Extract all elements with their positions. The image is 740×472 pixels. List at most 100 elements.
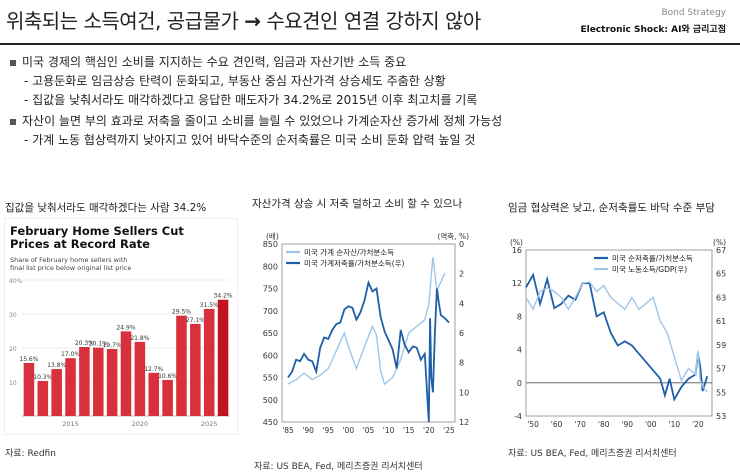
- chart1-y-tick-label: 30: [9, 312, 17, 319]
- chart2-x-tick-label: '20: [423, 426, 435, 435]
- chart1-data-label: 12.7%: [144, 366, 163, 373]
- chart3-x-tick-label: '00: [645, 420, 657, 429]
- chart1-x-tick-label: 2025: [201, 420, 218, 428]
- chart1-title: February Home Sellers Cut Prices at Recor…: [10, 224, 184, 251]
- chart1-data-label: 20.3%: [75, 340, 94, 347]
- chart1-data-label: 24.9%: [116, 324, 135, 331]
- chart1-data-label: 21.8%: [130, 335, 149, 342]
- chart1-y-tick-label: 40%: [9, 278, 23, 285]
- chart2-x-tick-label: '90: [302, 426, 314, 435]
- chart2-left-tick-label: 550: [263, 374, 278, 383]
- chart3-right-tick-label: 55: [716, 388, 726, 397]
- chart2-left-tick-label: 600: [263, 351, 278, 360]
- chart3-panel-title: 임금 협상력은 낮고, 순저축률도 바닥 수준 부담: [508, 202, 715, 214]
- bullet-1: 미국 경제의 핵심인 소비를 지지하는 수요 견인력, 임금과 자산기반 소득 …: [10, 53, 406, 70]
- chart3-svg: (%) (%)1612840-46765636159575553'50'60'70…: [510, 238, 726, 429]
- chart2-legend-label: 미국 가계 순자산/가처분소득: [304, 247, 394, 257]
- chart3-series-line: [525, 281, 708, 393]
- chart3-source: 자료: US BEA, Fed, 메리츠증권 리서치센터: [508, 449, 677, 459]
- chart3-x-tick-label: '80: [598, 420, 610, 429]
- chart2-left-tick-label: 850: [263, 240, 278, 249]
- chart1-subtitle: Share of February home sellers with final…: [10, 256, 131, 272]
- chart1-x-tick-label: 2020: [132, 420, 149, 428]
- chart2-right-tick-label: 6: [459, 329, 464, 338]
- chart1-data-label: 19.7%: [103, 342, 122, 349]
- chart2-right-tick-label: 4: [459, 299, 464, 308]
- chart1-bar: [79, 346, 90, 416]
- chart2-left-tick-label: 650: [263, 329, 278, 338]
- report-subtitle: Electronic Shock: AI와 금리고점: [580, 25, 726, 35]
- chart2-x-tick-label: '15: [403, 426, 415, 435]
- chart2-x-tick-label: '10: [383, 426, 395, 435]
- title-divider: [0, 43, 740, 45]
- chart3-right-tick-label: 67: [716, 246, 726, 255]
- chart1-x-tick-label: 2015: [62, 420, 79, 428]
- chart2-left-tick-label: 450: [263, 418, 278, 427]
- chart1-data-label: 31.5%: [200, 302, 219, 309]
- chart3-left-tick-label: 16: [512, 246, 522, 255]
- chart1-bar: [106, 349, 118, 416]
- chart1-bar: [120, 331, 132, 416]
- chart3-x-tick-label: '90: [621, 420, 633, 429]
- chart2-legend-label: 미국 가계저축률/가처분소득(우): [304, 258, 405, 268]
- chart3-left-tick-label: 12: [512, 279, 522, 288]
- chart1-y-tick-label: 20: [9, 346, 17, 353]
- chart2-series-line: [287, 257, 446, 386]
- chart3-left-tick-label: 4: [517, 346, 522, 355]
- title-part-2: 수요견인 연결 강하지 않아: [266, 9, 481, 33]
- chart3-left-tick-label: 8: [517, 312, 522, 321]
- chart1-data-label: 29.5%: [172, 309, 191, 316]
- chart1-data-label: 17.0%: [61, 351, 80, 358]
- chart1-bar: [203, 308, 215, 416]
- chart1-bar: [37, 380, 49, 416]
- chart1-bar: [23, 362, 35, 416]
- chart2-right-tick-label: 0: [459, 240, 464, 249]
- arrow-icon: →: [244, 9, 261, 33]
- chart2-svg: (배) (역축, %) 850 800 750 700 650 600 550 500 450 0 2 4…: [263, 231, 469, 435]
- chart1-svg: February Home Sellers Cut Prices at Recor…: [4, 218, 238, 435]
- chart1-bar: [217, 299, 229, 416]
- chart2-plot-frame: [281, 243, 456, 423]
- chart1-bar: [176, 315, 187, 416]
- bullet-square-icon: [10, 118, 16, 125]
- report-tag: Bond Strategy: [661, 8, 726, 18]
- chart1-data-label: 15.6%: [19, 356, 38, 363]
- chart3-series-line: [525, 272, 709, 402]
- chart2-x-tick-label: '25: [443, 426, 455, 435]
- chart2-right-unit: (역축, %): [437, 231, 469, 241]
- chart3-right-tick-label: 65: [716, 270, 726, 279]
- chart3-legend-label: 미국 노동소득/GDP(우): [612, 265, 687, 274]
- chart2-left-tick-label: 800: [263, 262, 278, 271]
- chart1-bar: [134, 341, 146, 416]
- chart3-right-tick-label: 61: [716, 317, 726, 326]
- chart2-x-tick-label: '95: [322, 426, 334, 435]
- bullet-square-icon: [10, 59, 16, 66]
- chart3-plot-frame: [525, 249, 713, 417]
- chart3-x-tick-label: '10: [669, 420, 681, 429]
- chart1-data-label: 13.8%: [47, 362, 66, 369]
- chart2-left-tick-label: 700: [263, 307, 278, 316]
- bullet-2-sub-1: - 가계 노동 협상력까지 낮아지고 있어 바닥수준의 순저축률은 미국 소비 …: [24, 133, 476, 147]
- page-title: 위축되는 소득여건, 공급물가 → 수요견인 연결 강하지 않아: [6, 5, 481, 34]
- chart1-bar: [51, 369, 62, 416]
- bullet-1-sub-2: - 집값을 낮춰서라도 매각하겠다고 응답한 매도자가 34.2%로 2015년…: [24, 93, 478, 107]
- chart2-x-tick-label: '05: [363, 426, 375, 435]
- chart1-y-tick-label: 10: [9, 380, 17, 387]
- bullet-1-sub-1: - 고용둔화로 임금상승 탄력이 둔화되고, 부동산 중심 자산가격 상승세도 …: [24, 74, 446, 88]
- chart2-source: 자료: US BEA, Fed, 메리츠증권 리서치센터: [254, 462, 423, 472]
- bullet-2: 자산이 늘면 부의 효과로 저축을 줄이고 소비를 늘릴 수 있었으나 가계순자…: [10, 112, 502, 129]
- chart2-left-unit: (배): [266, 232, 279, 241]
- chart2-right-tick-label: 8: [459, 359, 464, 368]
- chart1-bar: [148, 372, 160, 416]
- chart2-right-tick-label: 12: [459, 418, 469, 427]
- chart3-left-unit: (%): [510, 238, 523, 247]
- chart3-x-tick-label: '20: [692, 420, 704, 429]
- chart3-x-tick-label: '50: [527, 420, 539, 429]
- chart3-right-tick-label: 63: [716, 293, 726, 302]
- chart3-right-tick-label: 57: [716, 365, 726, 374]
- chart1-source: 자료: Redfin: [5, 449, 56, 459]
- chart3-legend-label: 미국 순저축률/가처분소득: [612, 254, 693, 263]
- chart3-right-tick-label: 53: [716, 412, 726, 421]
- chart2-right-tick-label: 2: [459, 270, 464, 279]
- chart3-right-tick-label: 59: [716, 341, 726, 350]
